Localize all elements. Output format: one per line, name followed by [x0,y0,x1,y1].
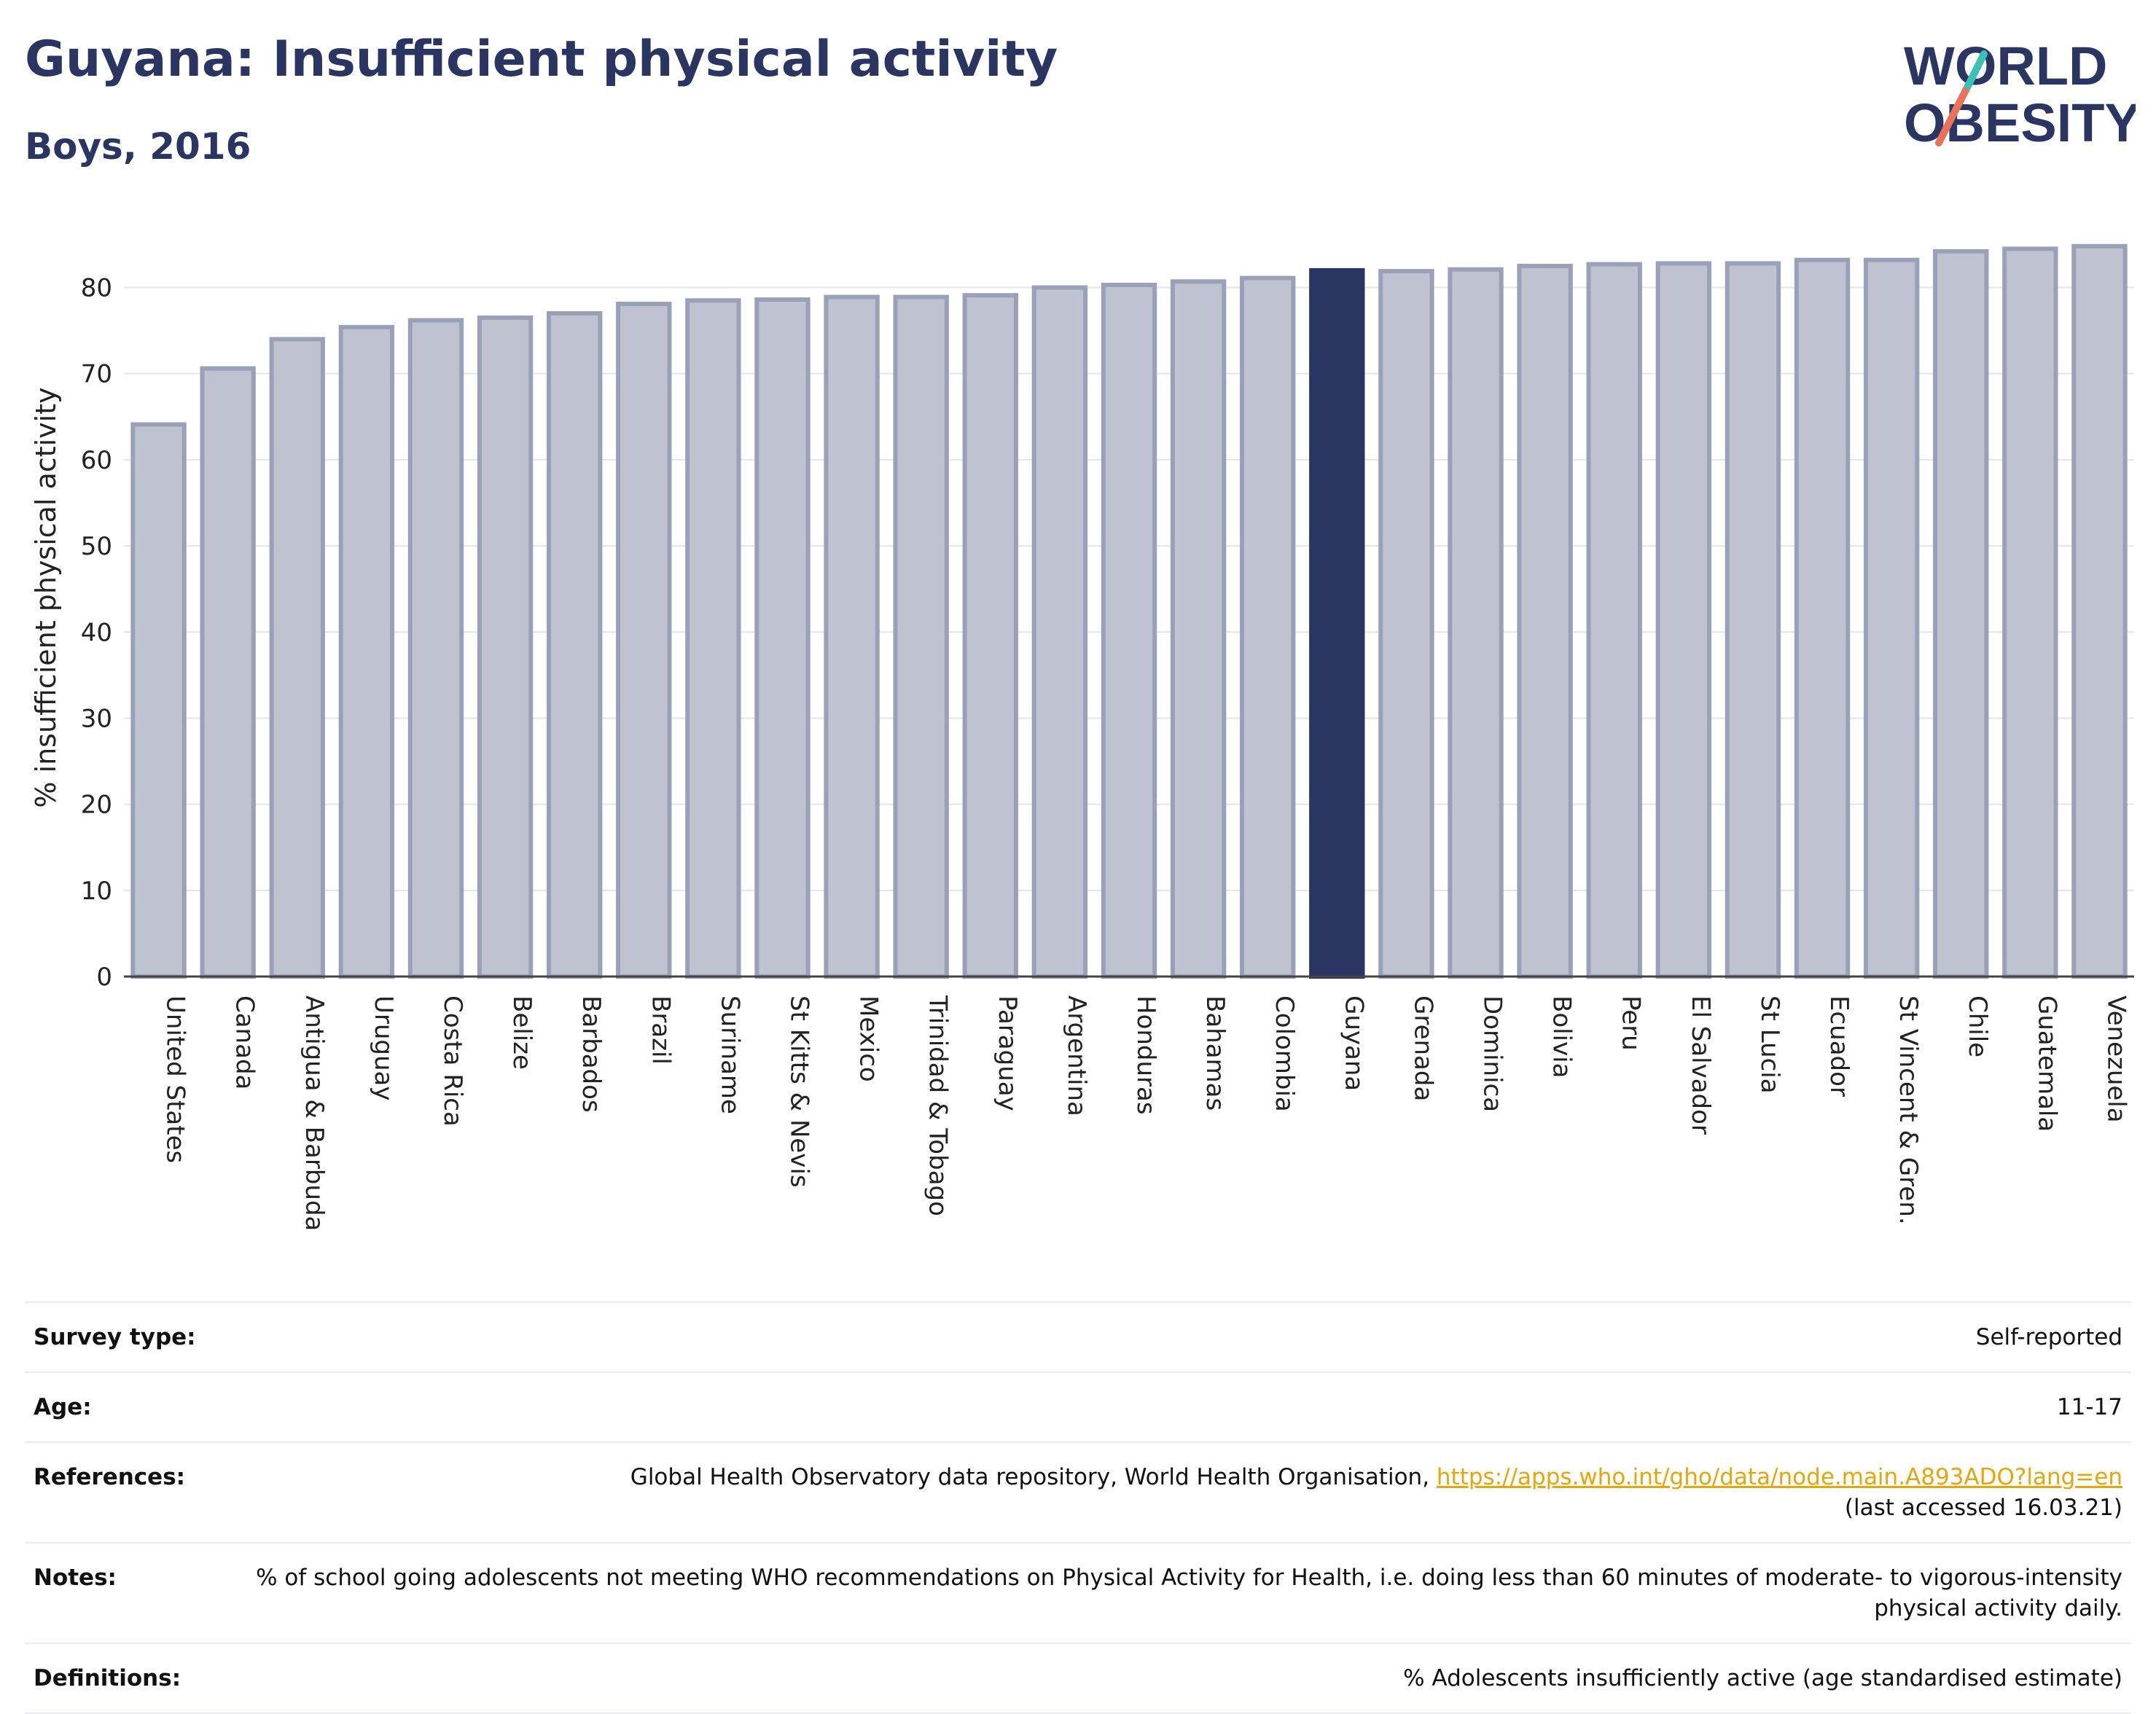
x-tick-label: Grenada [1408,995,1437,1101]
logo-slash-icon [1935,82,1972,146]
age-label: Age: [34,1394,92,1420]
x-tick-label: Colombia [1270,995,1299,1112]
bar [1586,262,1642,979]
bar [616,302,672,979]
x-tick-label: Guatemala [2032,995,2061,1132]
definitions-value: % Adolescents insufficiently active (age… [1403,1665,2122,1691]
bar [824,294,880,979]
bar [407,318,464,979]
bar [1101,283,1157,979]
bar [1309,267,1365,979]
x-tick-label: Canada [230,995,259,1089]
notes-label: Notes: [34,1565,117,1591]
x-tick-label: Antigua & Barbuda [300,995,329,1231]
age-value: 11-17 [2056,1394,2122,1420]
x-tick-label: Venezuela [2101,995,2130,1123]
bar [1933,249,1989,979]
bar [1794,257,1851,979]
y-tick-label: 80 [81,274,112,303]
x-tick-label: El Salvador [1686,995,1715,1135]
logo-slash-accent-icon [1964,50,1988,90]
bar [130,422,187,979]
x-tick-label: Bolivia [1547,995,1577,1078]
x-tick-label: Suriname [715,995,744,1114]
x-tick-label: Peru [1617,995,1646,1051]
survey-type-value: Self-reported [1975,1324,2122,1350]
bar [200,366,256,979]
references-label: References: [34,1464,186,1490]
bar [338,324,395,979]
x-tick-label: Bahamas [1200,995,1230,1111]
bar [1863,257,1920,979]
y-tick-label: 20 [81,791,112,820]
y-tick-label: 50 [81,532,112,561]
x-tick-label: Dominica [1478,995,1507,1112]
notes-value: % of school going adolescents not meetin… [256,1565,2122,1621]
x-tick-label: Ecuador [1824,995,1854,1097]
x-tick-label: Barbados [577,995,606,1113]
bar-chart: 0 10 20 30 40 50 60 70 80 United States Canada Anti… [30,243,2134,1231]
references-accessed: (last accessed 16.03.21) [1844,1495,2122,1521]
bar [269,337,325,979]
x-tick-label: Belize [507,995,536,1070]
info-table: Survey type: Self-reported Age: 11-17 Re… [25,1302,2131,1714]
logo-text-world: WORLD [1904,36,2108,96]
world-obesity-logo: WORLD OBESITY [1904,36,2136,153]
chart-title: Guyana: Insufficient physical activity [25,31,1058,88]
bar [1031,285,1088,979]
bar [962,293,1018,979]
x-tick-label: Guyana [1339,995,1368,1091]
references-link[interactable]: https://apps.who.int/gho/data/node.main.… [1436,1464,2122,1490]
chart-subtitle: Boys, 2016 [25,125,251,168]
y-tick-label: 10 [81,877,112,906]
x-tick-label: Costa Rica [438,995,467,1127]
references-text: Global Health Observatory data repositor… [630,1464,1437,1490]
bar [685,298,741,979]
x-tick-label: St Lucia [1755,995,1784,1094]
y-tick-label: 40 [81,618,112,647]
x-tick-label: Argentina [1062,995,1091,1116]
y-tick-label: 0 [96,963,112,992]
x-tick-label: Mexico [854,995,883,1082]
bar [1378,269,1434,979]
y-tick-label: 60 [81,446,112,475]
bar [1448,267,1504,979]
bar [1170,279,1227,979]
y-tick-label: 30 [81,704,112,733]
x-tick-label: United States [161,995,190,1163]
info-row-survey-type: Survey type: Self-reported [25,1302,2131,1371]
x-tick-label: Paraguay [993,995,1022,1111]
x-tick-label: Trinidad & Tobago [923,995,953,1216]
info-row-definitions: Definitions: % Adolescents insufficientl… [25,1643,2131,1714]
bar [893,294,949,979]
x-tick-label: St Vincent & Gren. [1894,995,1923,1225]
info-row-age: Age: 11-17 [25,1371,2131,1441]
y-tick-label: 70 [81,360,112,389]
bar [1240,275,1296,979]
info-row-notes: Notes: % of school going adolescents not… [25,1542,2131,1643]
y-axis-label: % insufficient physical activity [30,387,62,807]
bar [754,297,811,979]
bar [1655,261,1712,979]
x-tick-label: Uruguay [369,995,398,1101]
x-tick-label: Chile [1963,995,1992,1057]
info-row-references: References: Global Health Observatory da… [25,1441,2131,1542]
bar [2071,243,2128,979]
x-tick-label: St Kitts & Nevis [784,995,813,1188]
survey-type-label: Survey type: [34,1324,196,1350]
bar [1725,261,1781,979]
bar [1517,264,1573,979]
bar [477,315,534,979]
bar [2002,246,2058,979]
bar [546,311,603,979]
references-value: Global Health Observatory data repositor… [185,1462,2122,1523]
x-tick-label: Brazil [646,995,675,1065]
definitions-label: Definitions: [34,1665,181,1691]
x-tick-label: Honduras [1131,995,1160,1115]
